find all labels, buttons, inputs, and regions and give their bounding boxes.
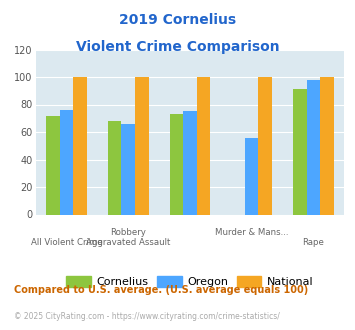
Bar (170, 114, 183, 214)
Legend: Cornelius, Oregon, National: Cornelius, Oregon, National (63, 273, 317, 291)
Bar (60, 110, 73, 214)
Text: Robbery: Robbery (110, 228, 146, 237)
Text: Rape: Rape (302, 238, 324, 247)
Bar (197, 77, 210, 214)
Bar (73, 77, 87, 214)
Bar (245, 138, 258, 214)
Bar (258, 77, 272, 214)
Bar (320, 77, 334, 214)
Bar (307, 80, 320, 214)
Text: Violent Crime Comparison: Violent Crime Comparison (76, 40, 279, 53)
Bar (135, 77, 148, 214)
Bar (108, 121, 121, 214)
Text: 2019 Cornelius: 2019 Cornelius (119, 13, 236, 27)
Text: Compared to U.S. average. (U.S. average equals 100): Compared to U.S. average. (U.S. average … (14, 285, 308, 295)
Text: Aggravated Assault: Aggravated Assault (86, 238, 170, 247)
Text: Murder & Mans...: Murder & Mans... (215, 228, 289, 237)
Text: © 2025 CityRating.com - https://www.cityrating.com/crime-statistics/: © 2025 CityRating.com - https://www.city… (14, 312, 280, 321)
Text: All Violent Crime: All Violent Crime (31, 238, 102, 247)
Bar (121, 124, 135, 214)
Bar (183, 112, 197, 214)
Bar (293, 89, 307, 214)
Bar (46, 115, 60, 214)
